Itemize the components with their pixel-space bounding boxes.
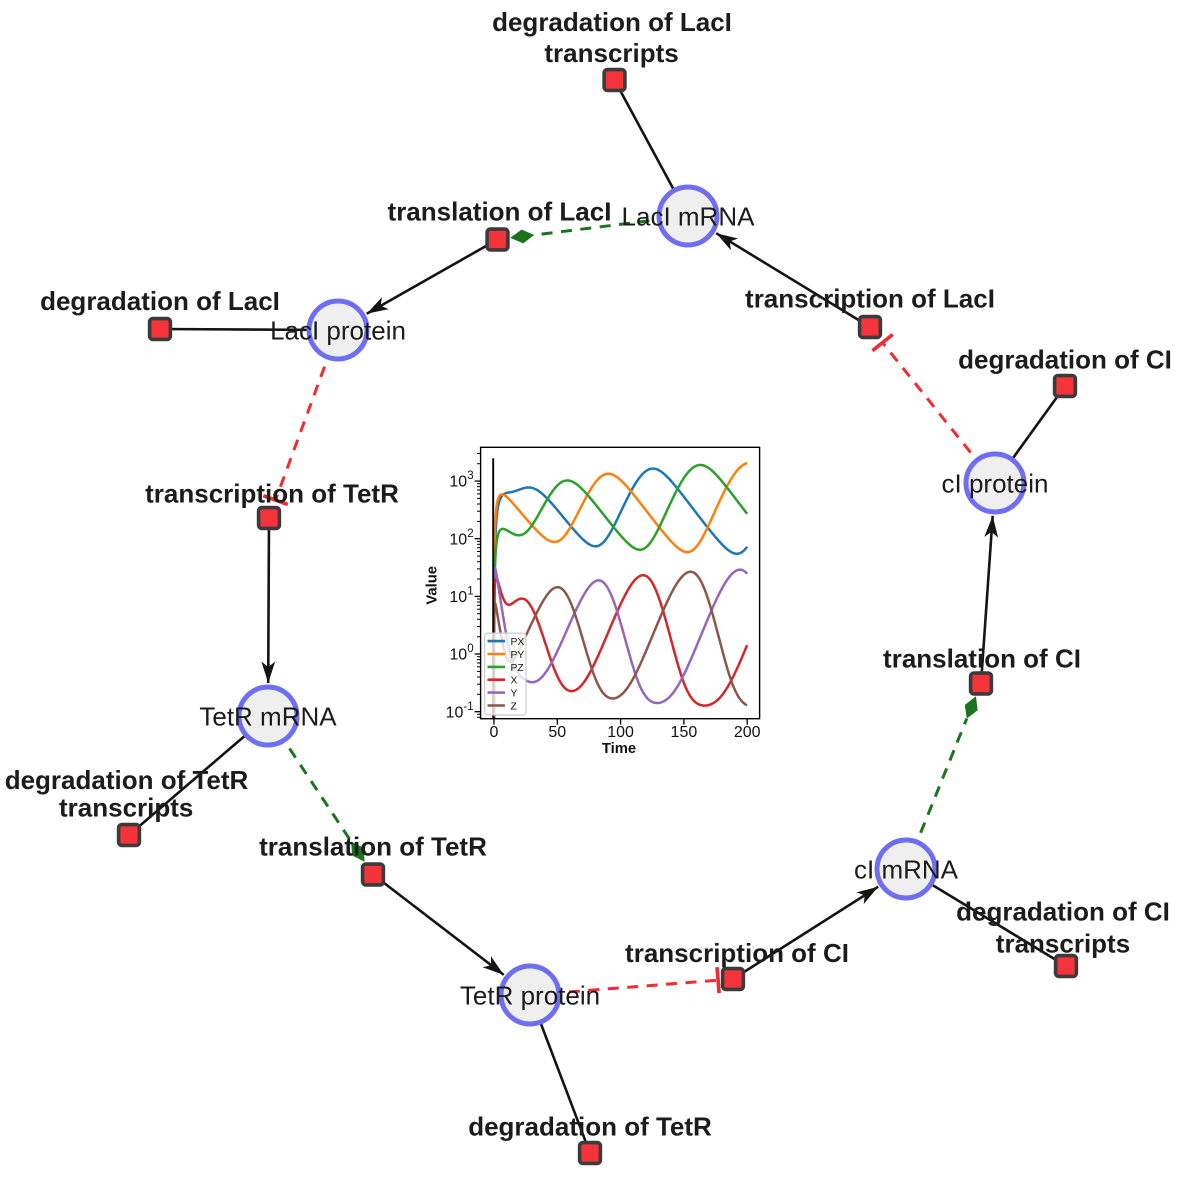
svg-text:degradation of TetR: degradation of TetR (5, 765, 249, 795)
svg-text:Value: Value (425, 566, 441, 605)
svg-text:PX: PX (511, 637, 525, 648)
svg-text:transcripts: transcripts (59, 793, 193, 823)
svg-text:Z: Z (511, 702, 517, 713)
svg-text:Y: Y (511, 689, 518, 700)
svg-text:TetR mRNA: TetR mRNA (199, 702, 337, 732)
svg-text:translation of CI: translation of CI (883, 644, 1081, 674)
svg-text:degradation of LacI: degradation of LacI (492, 7, 732, 37)
svg-text:LacI protein: LacI protein (270, 316, 406, 346)
svg-text:degradation of CI: degradation of CI (956, 897, 1170, 927)
svg-text:0: 0 (490, 724, 499, 741)
svg-text:PZ: PZ (511, 663, 524, 674)
svg-text:150: 150 (671, 724, 698, 741)
svg-text:transcription of TetR: transcription of TetR (145, 479, 399, 509)
svg-text:cI protein: cI protein (942, 469, 1049, 499)
svg-text:degradation of LacI: degradation of LacI (40, 286, 280, 316)
svg-text:translation of TetR: translation of TetR (259, 832, 487, 862)
svg-text:degradation of TetR: degradation of TetR (468, 1112, 712, 1142)
svg-text:200: 200 (734, 724, 761, 741)
svg-text:100: 100 (607, 724, 634, 741)
svg-text:degradation of CI: degradation of CI (958, 345, 1172, 375)
svg-text:X: X (511, 676, 518, 687)
svg-text:translation of LacI: translation of LacI (388, 197, 612, 227)
svg-text:PY: PY (511, 650, 525, 661)
svg-text:transcription of CI: transcription of CI (625, 938, 849, 968)
svg-text:Time: Time (602, 741, 636, 757)
svg-text:transcripts: transcripts (996, 929, 1130, 959)
svg-text:50: 50 (548, 724, 566, 741)
svg-text:TetR protein: TetR protein (460, 981, 600, 1011)
svg-text:cI mRNA: cI mRNA (854, 855, 959, 885)
svg-text:transcripts: transcripts (544, 38, 678, 68)
svg-text:LacI mRNA: LacI mRNA (622, 202, 756, 232)
svg-text:transcription of LacI: transcription of LacI (745, 284, 995, 314)
